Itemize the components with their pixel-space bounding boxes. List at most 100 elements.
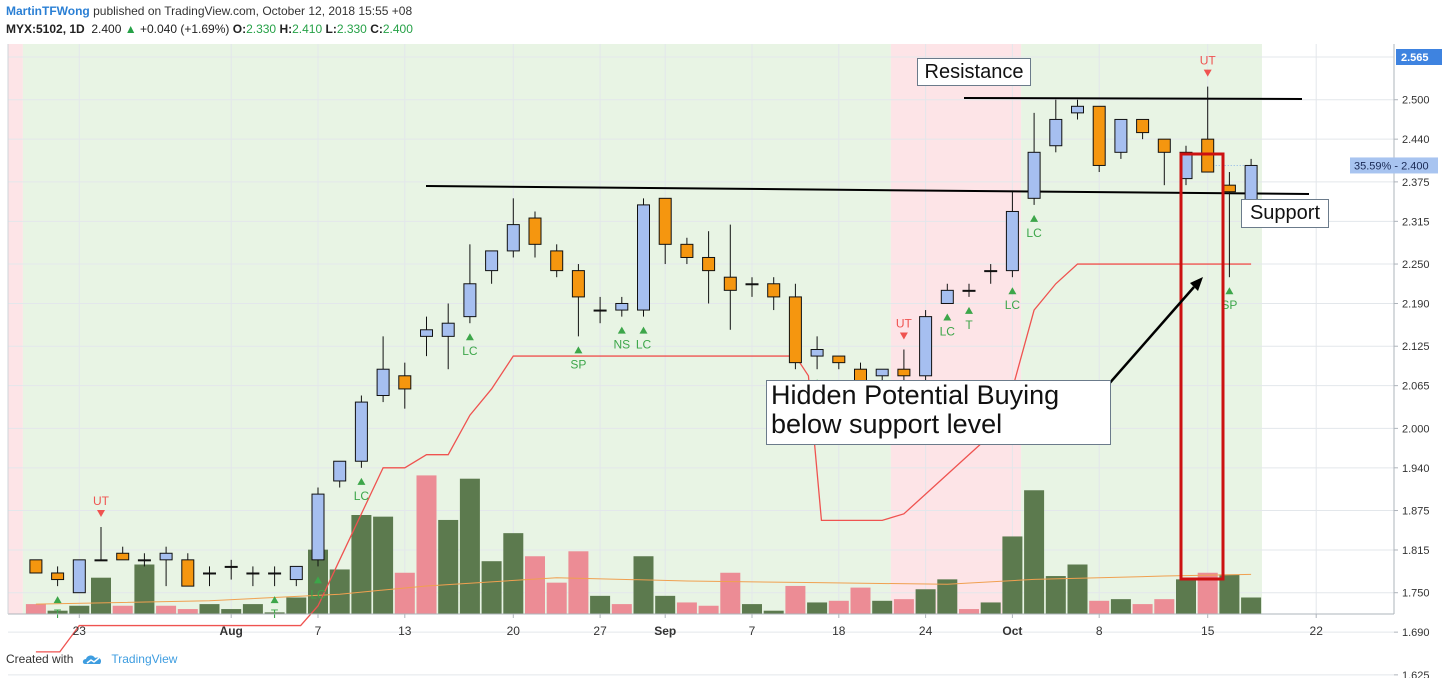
volume-bar [1132,604,1153,614]
candle-body [137,559,151,562]
candle-body [571,270,585,298]
tradingview-logo-icon [83,655,102,664]
candle-body [593,309,607,312]
signal-up-arrow-icon [639,326,648,334]
candle-body [658,197,672,245]
candle-body [1049,118,1063,147]
signal-up-arrow-icon [357,477,366,485]
volume-bar [807,602,828,614]
volume-bar [980,602,1001,614]
signal-label: LC [1026,226,1042,240]
volume-bar [742,604,762,614]
candle-body [203,572,216,575]
signal-up-arrow-icon [574,346,583,354]
candle-body [506,224,520,252]
candle-body [723,276,737,291]
volume-bar [134,564,155,614]
signal-up-arrow-icon [943,313,952,321]
y-tick-label: 1.690 [1402,627,1430,639]
x-tick-label: 7 [749,624,756,638]
volume-bar [1176,579,1196,614]
candle-body [51,572,65,581]
shading-band [8,44,23,614]
volume-bar [438,519,459,614]
y-tick-label: 2.565 [1401,52,1429,64]
high-value: 2.410 [292,22,323,36]
volume-bar [959,609,979,614]
x-tick-label: 22 [1310,624,1324,638]
tradingview-link[interactable]: TradingView [81,652,177,666]
price-axis-ticks: 2.565 2.500 2.440 2.375 2.315 2.250 2.190 2.125… [1394,49,1442,678]
x-tick-label: 20 [507,624,521,638]
volume-bar [416,475,437,614]
footer: Created with TradingView [6,652,177,666]
signal-down-arrow-icon [899,332,908,340]
x-tick-label: Aug [220,624,243,638]
signal-label: LC [310,587,326,601]
volume-bar [915,589,936,614]
candle-body [767,283,781,298]
signal-down-arrow-icon [1203,69,1212,77]
candle-body [1157,138,1171,153]
author-name[interactable]: MartinTFWong [6,4,90,18]
candle-body [72,559,86,594]
time-axis-ticks: 23 Aug 7 13 20 27 Sep 7 18 24 Oct 8 15 22 [73,614,1324,638]
volume-bar [655,595,676,614]
signal-label: LC [1005,298,1021,312]
candle-body [159,552,173,561]
candle-body [680,243,694,258]
y-tick-label: 2.250 [1402,259,1430,271]
signal-down-arrow-icon [97,509,105,517]
hidden-buying-line1: Hidden Potential Buying [771,380,1060,410]
volume-bar [1154,599,1175,614]
y-tick-label: 1.750 [1402,588,1430,600]
volume-bar [785,585,806,614]
volume-bar [242,604,263,614]
highlight-box [1179,152,1225,581]
x-tick-label: 15 [1201,624,1215,638]
volume-bar [25,604,46,614]
signal-up-arrow-icon [617,326,626,334]
volume-bar [698,605,719,614]
candle-body [441,322,455,337]
price-axis-bg [1394,44,1444,614]
x-tick-label: 8 [1096,624,1103,638]
volume-bar [1067,564,1088,614]
volume-bar [286,597,307,614]
candle-body [1201,138,1215,173]
publish-info: MartinTFWong published on TradingView.co… [6,4,412,18]
top-price-badge [1396,49,1442,65]
y-tick-label: 1.875 [1402,506,1430,518]
volume-bar [91,577,111,614]
candle-body [962,289,976,292]
up-arrow-icon: ▲ [124,22,137,36]
x-tick-label: 27 [593,624,607,638]
volume-bar [611,604,632,614]
signal-label: UT [93,494,110,508]
volume-bar [329,569,350,614]
created-with-text: Created with [6,652,74,666]
volume-ma-line [35,573,1252,605]
volume-bar [763,610,784,614]
x-tick-label: 23 [73,624,87,638]
volume-bar [69,605,90,614]
signal-label: T [965,318,973,332]
x-tick-label: 18 [832,624,846,638]
candle-body [875,368,889,377]
tradingview-brand: TradingView [111,652,178,666]
candle-body [919,316,933,377]
gridlines [8,44,1394,676]
y-tick-label: 2.190 [1402,298,1430,310]
candle-body [29,559,43,574]
volume-bar [1197,572,1218,614]
candle-body [289,565,303,581]
volume-bar [481,561,502,614]
y-tick-label: 2.065 [1402,381,1430,393]
candle-body [354,401,368,462]
volume-bar [893,599,914,614]
candle-body [1222,184,1236,193]
close-label: C: [370,22,383,36]
signal-up-arrow-icon [1030,214,1039,222]
signal-label: LC [354,489,370,503]
